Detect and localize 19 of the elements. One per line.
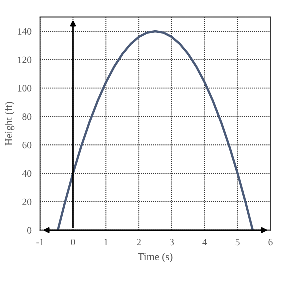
x-tick-label: 6 bbox=[268, 239, 273, 246]
y-tick-label: 120 bbox=[18, 56, 32, 64]
x-tick-label: 1 bbox=[104, 239, 108, 246]
x-tick-label: 3 bbox=[170, 239, 174, 246]
y-tick-label: 20 bbox=[22, 198, 32, 206]
y-tick-label: 80 bbox=[22, 114, 32, 120]
y-tick-label: 0 bbox=[27, 227, 32, 234]
x-tick-label: 5 bbox=[236, 239, 240, 246]
y-tick-label: 40 bbox=[22, 170, 32, 178]
x-tick-label: -1 bbox=[36, 239, 44, 246]
line-series bbox=[56, 30, 254, 230]
y-tick-label: 140 bbox=[18, 28, 32, 35]
y-tick-label: 100 bbox=[18, 85, 32, 92]
x-axis-title: Time (s) bbox=[138, 253, 173, 263]
x-tick-label: 0 bbox=[71, 239, 76, 246]
y-tick-label: 60 bbox=[22, 142, 32, 149]
x-tick-label: 4 bbox=[202, 239, 208, 246]
x-tick-label: 2 bbox=[137, 239, 141, 246]
y-axis-title: Height (ft) bbox=[5, 102, 15, 146]
